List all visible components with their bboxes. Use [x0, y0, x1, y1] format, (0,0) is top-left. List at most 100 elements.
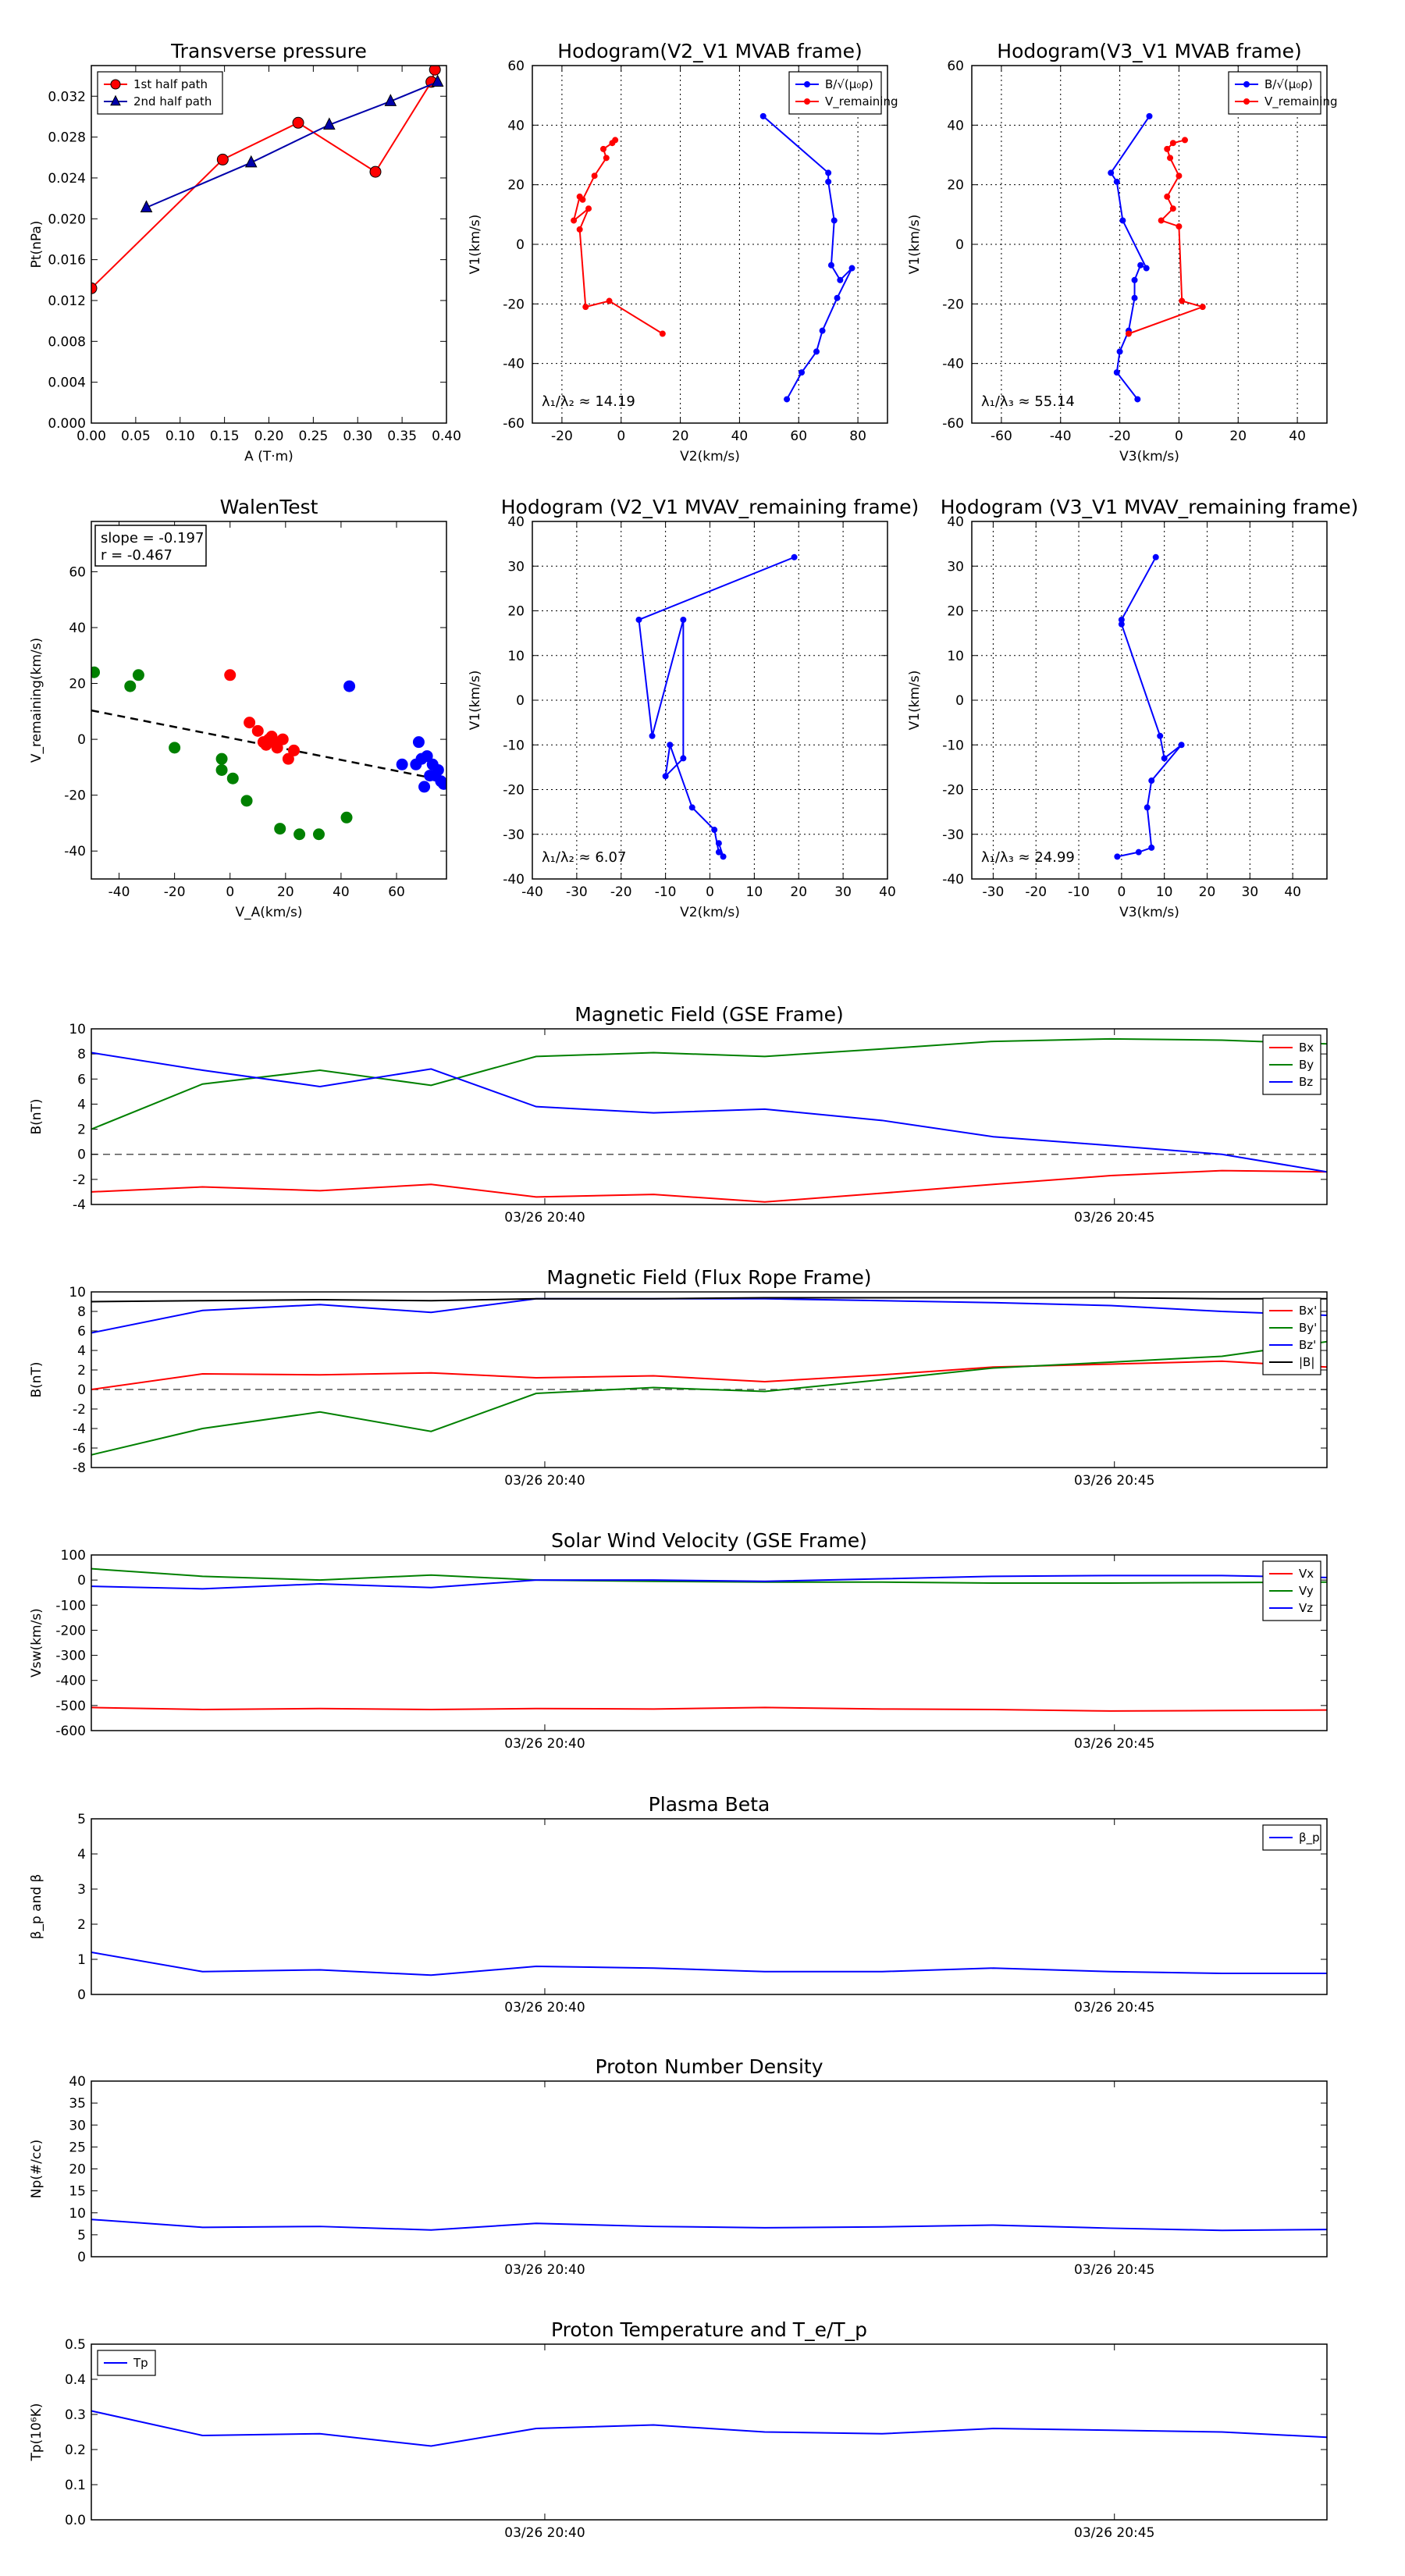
data-point [1125, 330, 1132, 337]
x-tick-label: 03/26 20:40 [504, 1210, 585, 1226]
hodogram-v2-v1-mvav-chart: Hodogram (V2_V1 MVAV_remaining frame) -40… [468, 496, 919, 920]
legend: Bx By Bz [1262, 1034, 1321, 1095]
series-line-0 [638, 556, 795, 858]
data-point [384, 94, 397, 106]
plot-area [91, 66, 444, 294]
data-point [1108, 169, 1115, 176]
plot-area [91, 666, 446, 841]
y-tick-label: 20 [507, 178, 525, 194]
legend: Tp [97, 2350, 156, 2376]
y-tick-label: 6 [77, 1324, 86, 1340]
data-point [837, 276, 844, 283]
magnetic-field-flux-rope-chart: Magnetic Field (Flux Rope Frame) 03/26 20… [29, 1266, 1328, 1489]
data-point [1157, 732, 1164, 739]
data-point [585, 205, 592, 212]
fit-stat: r = -0.467 [101, 547, 173, 564]
x-tick-label: 0 [1117, 884, 1126, 900]
x-tick-label: 0.25 [298, 429, 328, 444]
legend-label: Bz [1299, 1075, 1313, 1089]
x-tick-label: -20 [1109, 429, 1131, 444]
plot-area [1108, 112, 1206, 403]
y-tick-label: -40 [503, 872, 525, 888]
y-tick-label: 0.008 [48, 334, 86, 350]
data-point [582, 304, 589, 311]
y-tick-label: -4 [73, 1197, 86, 1213]
legend-box [788, 71, 882, 115]
chart-title: Hodogram (V2_V1 MVAV_remaining frame) [501, 496, 919, 518]
series-line-Bx' [91, 1360, 1327, 1390]
plot-area [91, 2410, 1327, 2447]
y-tick-label: 40 [69, 621, 86, 636]
data-point [1164, 145, 1171, 152]
x-tick-label: 20 [1229, 429, 1247, 444]
data-point [431, 74, 444, 87]
data-point [343, 680, 356, 692]
x-tick-label: 10 [1156, 884, 1173, 900]
legend-label: Tp [133, 2356, 148, 2370]
x-tick-label: 20 [277, 884, 294, 900]
legend-label: V_remaining [825, 94, 898, 109]
data-point [91, 666, 101, 678]
data-point [662, 773, 669, 780]
fit-stat: slope = -0.197 [101, 530, 204, 546]
data-point [680, 755, 687, 762]
x-tick-label: 0.35 [387, 429, 417, 444]
x-tick-label: 03/26 20:45 [1074, 1210, 1154, 1226]
y-tick-label: 0 [955, 237, 964, 253]
x-tick-label: -20 [610, 884, 632, 900]
legend-label: V_remaining [1264, 94, 1338, 109]
legend-label: B/√(μ₀ρ) [1264, 77, 1313, 91]
data-point [244, 717, 256, 729]
x-axis-label: V2(km/s) [680, 905, 740, 920]
legend-label: β_p [1299, 1831, 1320, 1845]
x-axis-label: V3(km/s) [1119, 449, 1179, 464]
y-tick-label: 10 [947, 649, 964, 664]
chart-title: Hodogram(V3_V1 MVAB frame) [997, 40, 1301, 62]
y-tick-label: 10 [69, 1022, 86, 1037]
ratio-annotation: λ₁/λ₂ ≈ 6.07 [542, 849, 626, 866]
y-tick-label: 0.4 [65, 2372, 86, 2388]
y-tick-label: 4 [77, 1343, 86, 1359]
x-tick-label: -40 [521, 884, 543, 900]
series-line-Vy [91, 1567, 1327, 1584]
y-tick-label: -400 [55, 1674, 86, 1689]
y-tick-label: -200 [55, 1623, 86, 1638]
data-point [1169, 140, 1176, 147]
solar-wind-velocity-chart: Solar Wind Velocity (GSE Frame) 03/26 20:… [29, 1529, 1328, 1752]
data-point [1161, 755, 1168, 762]
x-tick-label: 0.20 [254, 429, 284, 444]
data-point [293, 828, 306, 841]
x-tick-label: 03/26 20:45 [1074, 1473, 1154, 1489]
y-axis-label: V1(km/s) [468, 215, 483, 275]
series-line-Bx [91, 1169, 1327, 1203]
data-point [667, 742, 674, 749]
x-tick-label: -10 [1068, 884, 1090, 900]
data-point [412, 736, 425, 749]
y-tick-label: -6 [73, 1441, 86, 1457]
y-tick-label: 0 [77, 732, 86, 748]
chart-title: Magnetic Field (GSE Frame) [574, 1003, 843, 1026]
y-tick-label: 2 [77, 1917, 86, 1933]
axes-frame [91, 2343, 1328, 2521]
data-point [323, 117, 336, 130]
x-tick-label: 0.00 [76, 429, 106, 444]
y-axis-label: V1(km/s) [468, 671, 483, 731]
legend-box [1228, 71, 1321, 115]
hodogram-v3-v1-mvab-chart: Hodogram(V3_V1 MVAB frame) -60 -40 -20 0 20 40… [907, 40, 1338, 464]
x-tick-label: 20 [672, 429, 689, 444]
y-tick-label: 0.028 [48, 130, 86, 146]
data-point [1146, 112, 1153, 119]
y-tick-label: -2 [73, 1402, 86, 1418]
y-tick-label: 6 [77, 1072, 86, 1087]
y-tick-label: 20 [947, 178, 964, 194]
x-axis-label: V3(km/s) [1119, 905, 1179, 920]
data-point [1148, 777, 1155, 785]
data-point [216, 153, 229, 165]
x-tick-label: 80 [849, 429, 866, 444]
axes-frame [91, 2080, 1328, 2258]
data-point [369, 165, 382, 178]
y-tick-label: 60 [507, 59, 525, 74]
x-tick-label: 03/26 20:45 [1074, 1736, 1154, 1752]
y-tick-label: 5 [77, 2228, 86, 2243]
data-point [276, 733, 289, 745]
